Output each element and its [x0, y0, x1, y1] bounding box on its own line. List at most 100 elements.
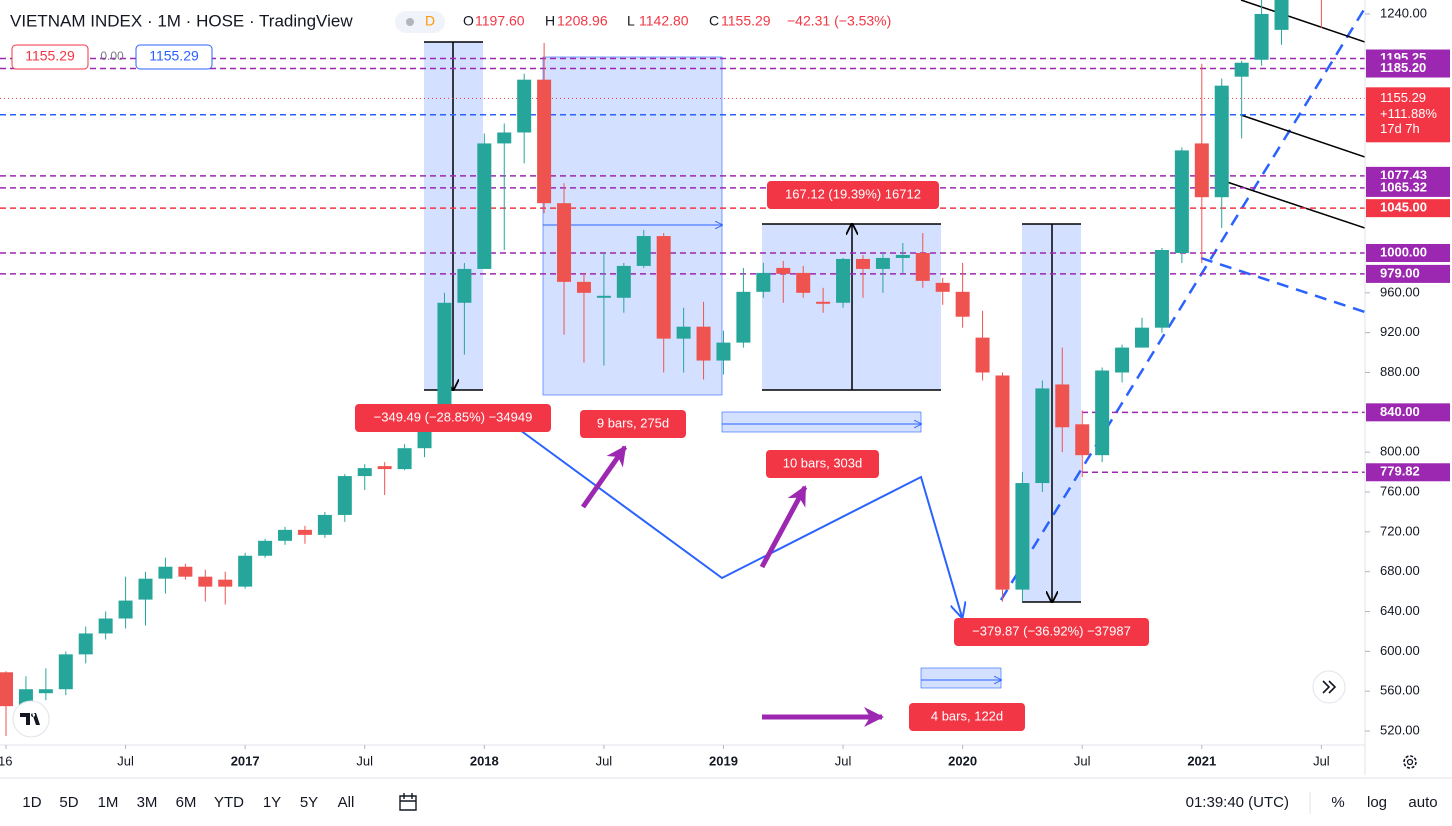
- candle-body: [198, 576, 213, 587]
- candle-body: [38, 689, 53, 694]
- legend-key: C: [709, 13, 719, 29]
- path-drawing: [519, 429, 962, 617]
- x-tick-label: 2017: [231, 753, 260, 768]
- annotation-bg: [909, 703, 1025, 731]
- header: VIETNAM INDEX · 1M · HOSE · TradingView …: [10, 11, 445, 33]
- range-button[interactable]: 6M: [176, 794, 197, 811]
- candle-body: [796, 272, 811, 293]
- logo: [20, 713, 40, 725]
- range-button[interactable]: 5D: [59, 794, 78, 811]
- x-tick-label: 2020: [948, 753, 977, 768]
- x-tick-label: Jul: [1313, 753, 1330, 768]
- price-label: 840.00: [1380, 404, 1420, 419]
- annotations: −349.49 (−28.85%) −34949 9 bars, 275d 167.…: [355, 181, 1149, 731]
- y-tick-label: 640.00: [1380, 603, 1420, 618]
- sell-box[interactable]: [11, 44, 89, 70]
- x-tick-label: Jul: [117, 753, 134, 768]
- annotation: −349.49 (−28.85%) −34949: [374, 409, 533, 424]
- candle-body: [557, 203, 572, 282]
- price-label: 1000.00: [1380, 244, 1427, 259]
- candle-body: [576, 281, 591, 293]
- candle-body: [895, 254, 910, 258]
- x-tick-label: Jul: [1074, 753, 1091, 768]
- sell-price: 1155.29: [25, 48, 75, 64]
- range-button[interactable]: 1Y: [263, 794, 281, 811]
- candle-body: [457, 268, 472, 303]
- candle-body: [317, 514, 332, 535]
- candle-body: [656, 236, 671, 339]
- scroll-icon: [1322, 680, 1337, 694]
- range-button[interactable]: 1D: [22, 794, 41, 811]
- annotation-bg: [954, 618, 1149, 646]
- y-tick-label: 920.00: [1380, 324, 1420, 339]
- candle-body: [158, 566, 173, 579]
- candle-body: [935, 282, 950, 292]
- candle-body: [477, 143, 492, 269]
- candle-body: [616, 265, 631, 298]
- price-lines: [0, 57, 1365, 474]
- x-tick-label: Jul: [356, 753, 373, 768]
- price-label: 1065.32: [1380, 179, 1427, 194]
- annotation-bg: [355, 404, 551, 432]
- drawings: [424, 0, 1365, 727]
- settings[interactable]: [1403, 755, 1417, 769]
- candle-body: [218, 579, 233, 587]
- date-range-box: [721, 411, 922, 433]
- candle-body: [1254, 13, 1269, 60]
- spread: 0.00: [100, 49, 124, 63]
- annotation-bg: [580, 410, 686, 438]
- date-range-box: [542, 56, 723, 396]
- y-tick-label: 720.00: [1380, 523, 1420, 538]
- scale-button[interactable]: %: [1331, 794, 1344, 811]
- candle-body: [0, 672, 13, 707]
- y-tick-label: 760.00: [1380, 483, 1420, 498]
- range-button[interactable]: All: [338, 794, 355, 811]
- range-button[interactable]: 5Y: [300, 794, 318, 811]
- range-button[interactable]: YTD: [214, 794, 244, 811]
- candle-body: [78, 633, 93, 655]
- candle-body: [397, 448, 412, 470]
- buy-box[interactable]: [135, 44, 213, 70]
- compare-icon[interactable]: [399, 793, 417, 811]
- candle-body: [1095, 370, 1110, 456]
- candle-body: [716, 342, 731, 361]
- candle-body: [915, 252, 930, 281]
- logo-bg: [12, 700, 50, 738]
- order-panel: 1155.29 0.00 1155.29: [11, 44, 213, 70]
- candle-body: [258, 540, 273, 556]
- trend-line: [1240, 114, 1365, 158]
- price-label-bg: [1366, 178, 1450, 197]
- candle-body: [736, 291, 751, 343]
- price-label: 1045.00: [1380, 200, 1427, 215]
- scroll-button[interactable]: [1312, 670, 1346, 704]
- range-button[interactable]: 1M: [98, 794, 119, 811]
- price-label-bg: [1366, 463, 1450, 482]
- trend-line: [1200, 256, 1365, 314]
- range-button[interactable]: 3M: [137, 794, 158, 811]
- candle-body: [1135, 327, 1150, 348]
- y-tick-label: 800.00: [1380, 444, 1420, 459]
- gear[interactable]: [1403, 755, 1417, 769]
- badge-bg: [395, 11, 445, 33]
- candle-body: [1234, 62, 1249, 77]
- price-label-bg: [1366, 403, 1450, 422]
- candle-body: [178, 566, 193, 577]
- candle-body: [816, 301, 831, 304]
- legend-key: H: [545, 13, 555, 29]
- annotation-bg: [766, 450, 879, 478]
- tv-logo: [12, 700, 50, 738]
- scale-button[interactable]: auto: [1408, 794, 1437, 811]
- candle-body: [636, 236, 651, 266]
- x-tick-label: 2018: [470, 753, 499, 768]
- candle-body: [138, 578, 153, 600]
- calendar-icon[interactable]: [399, 793, 417, 811]
- price-label-bg: [1366, 199, 1450, 218]
- price-label: 1185.20: [1380, 60, 1426, 75]
- legend-key: L: [627, 13, 635, 29]
- gear-center: [1406, 758, 1414, 766]
- scale-button[interactable]: log: [1367, 794, 1387, 811]
- price-label: 1077.43: [1380, 167, 1427, 182]
- candle-body: [1174, 150, 1189, 253]
- y-tick-label: 520.00: [1380, 722, 1420, 737]
